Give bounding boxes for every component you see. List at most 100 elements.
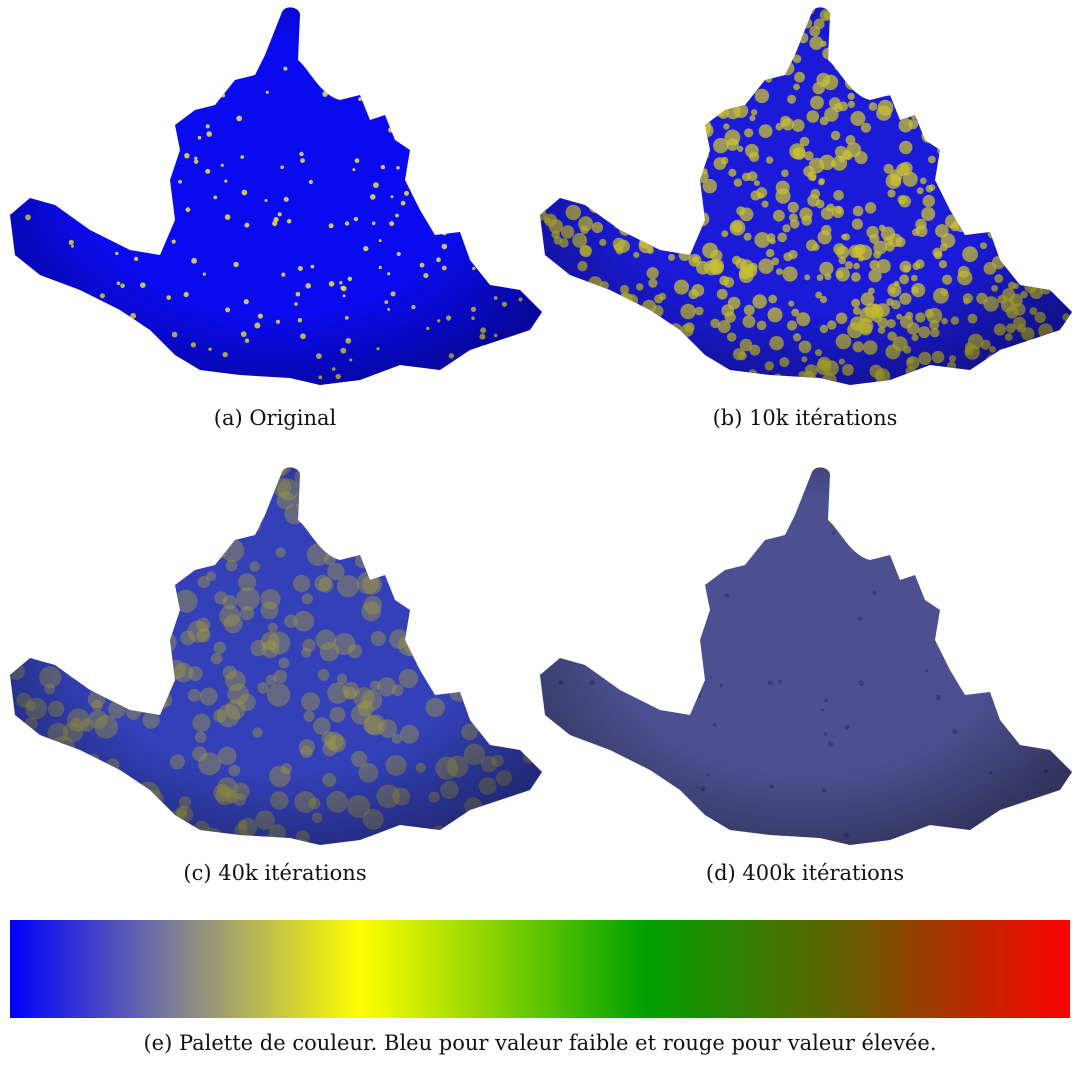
texture-spot: [452, 20, 456, 24]
texture-spot: [693, 132, 704, 143]
texture-spot: [8, 815, 29, 836]
texture-spot: [530, 121, 535, 126]
texture-spot: [645, 156, 658, 169]
texture-spot: [139, 564, 157, 582]
texture-spot: [971, 34, 986, 49]
texture-spot: [886, 66, 894, 74]
texture-spot: [687, 166, 698, 177]
texture-spot: [602, 13, 612, 23]
texture-spot: [763, 20, 774, 31]
texture-spot: [1034, 367, 1045, 378]
texture-spot: [134, 684, 148, 698]
texture-spot: [52, 838, 63, 849]
texture-spot: [949, 87, 962, 100]
texture-spot: [698, 56, 704, 62]
texture-spot: [1058, 42, 1070, 54]
texture-spot: [1001, 171, 1010, 180]
texture-spot: [661, 802, 665, 806]
texture-spot: [987, 56, 1003, 72]
texture-spot: [676, 69, 690, 83]
texture-spot: [1016, 205, 1029, 218]
texture-spot: [541, 14, 554, 27]
texture-spot: [982, 195, 997, 210]
texture-spot: [483, 218, 487, 222]
texture-spot: [987, 170, 999, 182]
texture-spot: [440, 50, 445, 55]
texture-spot: [469, 247, 474, 252]
texture-spot: [73, 81, 77, 85]
texture-spot: [617, 0, 631, 14]
texture-spot: [220, 11, 225, 16]
texture-spot: [913, 89, 928, 104]
texture-spot: [975, 98, 981, 104]
texture-spot: [436, 529, 448, 541]
texture-spot: [595, 71, 603, 79]
texture-spot: [135, 811, 145, 821]
texture-spot: [85, 790, 108, 813]
texture-spot: [755, 380, 764, 389]
texture-spot: [613, 27, 621, 35]
texture-spot: [666, 328, 674, 336]
texture-spot: [960, 205, 975, 220]
texture-spot: [390, 522, 406, 538]
texture-spot: [328, 42, 331, 45]
texture-spot: [1051, 177, 1067, 193]
texture-spot: [722, 16, 734, 28]
texture-spot: [498, 712, 520, 734]
texture-spot: [125, 694, 139, 708]
texture-spot: [76, 130, 81, 135]
texture-spot: [655, 0, 671, 15]
texture-spot: [383, 547, 401, 565]
texture-spot: [1046, 334, 1054, 342]
texture-spot: [434, 565, 455, 586]
texture-spot: [197, 481, 218, 502]
texture-spot: [509, 695, 525, 711]
texture-spot: [932, 544, 935, 547]
texture-spot: [532, 604, 552, 624]
texture-spot: [682, 64, 695, 77]
texture-spot: [975, 68, 990, 83]
texture-spot: [69, 582, 85, 598]
texture-spot: [579, 169, 587, 177]
texture-spot: [335, 535, 347, 547]
texture-spot: [863, 2, 879, 18]
texture-spot: [980, 26, 992, 38]
texture-spot: [598, 192, 605, 199]
texture-spot: [413, 560, 435, 582]
texture-spot: [570, 836, 572, 838]
texture-spot: [566, 278, 576, 288]
texture-spot: [583, 8, 593, 18]
texture-spot: [977, 65, 984, 72]
texture-spot: [998, 198, 1011, 211]
texture-spot: [314, 485, 335, 506]
texture-spot: [243, 467, 257, 481]
texture-spot: [944, 171, 959, 186]
texture-spot: [860, 36, 868, 44]
texture-spot: [628, 191, 641, 204]
texture-spot: [49, 596, 66, 613]
texture-spot: [1048, 343, 1060, 355]
texture-spot: [1024, 190, 1036, 202]
texture-spot: [32, 299, 36, 303]
texture-spot: [325, 482, 348, 505]
texture-spot: [128, 588, 149, 609]
texture-spot: [697, 668, 701, 672]
texture-spot: [629, 160, 637, 168]
texture-spot: [12, 466, 33, 487]
texture-spot: [28, 56, 31, 59]
texture-spot: [593, 314, 606, 327]
texture-spot: [1032, 177, 1045, 190]
texture-spot: [1056, 179, 1065, 188]
texture-spot: [70, 790, 91, 811]
texture-spot: [995, 26, 1002, 33]
texture-spot: [702, 45, 709, 52]
texture-spot: [616, 7, 628, 19]
texture-spot: [557, 316, 567, 326]
texture-spot: [269, 3, 275, 9]
texture-spot: [621, 63, 635, 77]
texture-spot: [439, 526, 453, 540]
texture-spot: [494, 800, 518, 824]
texture-spot: [619, 618, 624, 623]
texture-spot: [464, 160, 468, 164]
texture-spot: [602, 114, 612, 124]
